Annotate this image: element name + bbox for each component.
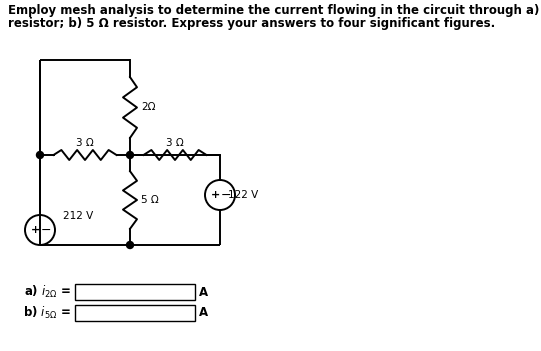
Text: −: −	[41, 224, 51, 237]
Text: −: −	[221, 188, 231, 201]
Bar	[75, 284, 195, 300]
Text: 5 Ω: 5 Ω	[141, 195, 159, 205]
Text: b) $i_{5\Omega}$ =: b) $i_{5\Omega}$ =	[23, 305, 71, 321]
Text: a) $i_{2\Omega}$ =: a) $i_{2\Omega}$ =	[24, 284, 71, 300]
Circle shape	[36, 152, 43, 159]
Text: 3 Ω: 3 Ω	[166, 138, 184, 148]
Circle shape	[127, 152, 134, 159]
Text: 122 V: 122 V	[228, 190, 258, 200]
Bar	[75, 305, 195, 321]
Text: +: +	[210, 190, 220, 200]
Text: A: A	[199, 285, 208, 298]
Text: Employ mesh analysis to determine the current flowing in the circuit through a) : Employ mesh analysis to determine the cu…	[8, 4, 541, 17]
Text: 2Ω: 2Ω	[141, 102, 155, 113]
Circle shape	[127, 241, 134, 249]
Text: +: +	[30, 225, 39, 235]
Text: A: A	[199, 306, 208, 319]
Text: 3 Ω: 3 Ω	[76, 138, 94, 148]
Text: 212 V: 212 V	[63, 211, 93, 221]
Text: resistor; b) 5 Ω resistor. Express your answers to four significant figures.: resistor; b) 5 Ω resistor. Express your …	[8, 17, 495, 30]
